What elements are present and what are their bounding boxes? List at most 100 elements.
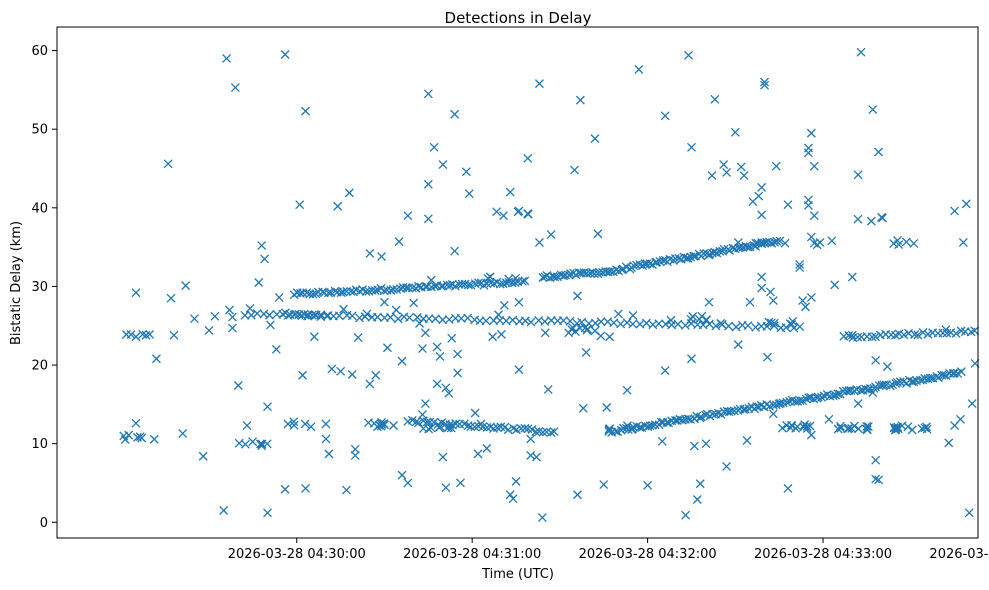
data-point — [704, 250, 714, 260]
data-point — [787, 421, 797, 431]
data-point — [871, 474, 881, 484]
data-point — [257, 441, 267, 451]
y-tick-label: 20 — [31, 359, 48, 374]
data-point — [599, 480, 609, 490]
data-point — [783, 484, 793, 493]
data-point — [850, 421, 859, 431]
data-point — [719, 244, 729, 254]
data-point — [438, 315, 448, 325]
data-point — [605, 332, 615, 342]
data-point — [446, 423, 456, 433]
data-point — [806, 232, 816, 242]
data-point — [760, 80, 770, 90]
data-point — [442, 423, 452, 433]
data-point — [386, 312, 395, 322]
data-point — [418, 424, 428, 434]
data-point — [538, 427, 548, 437]
data-point — [660, 366, 670, 376]
data-point — [355, 313, 364, 323]
data-point — [319, 288, 329, 298]
data-point — [713, 408, 723, 418]
data-point — [283, 419, 293, 429]
data-point — [464, 189, 474, 199]
data-point — [242, 421, 252, 431]
data-point — [853, 424, 863, 434]
data-point — [397, 356, 407, 366]
x-tick-label: 2026-03-28 04:33:00 — [754, 547, 892, 562]
data-point — [252, 309, 262, 318]
data-point — [426, 282, 436, 292]
data-point — [397, 470, 407, 480]
data-point — [757, 237, 767, 247]
data-point — [347, 370, 357, 379]
data-point — [509, 423, 518, 433]
data-point — [768, 296, 778, 306]
data-point — [967, 399, 977, 409]
data-point — [657, 436, 667, 446]
data-point — [379, 286, 389, 296]
data-point — [391, 305, 401, 315]
data-point — [404, 313, 414, 323]
data-point — [120, 435, 130, 445]
data-point — [523, 209, 533, 219]
data-point — [289, 417, 299, 427]
data-point — [377, 417, 387, 427]
data-point — [578, 403, 588, 413]
data-point — [415, 318, 425, 328]
data-point — [805, 421, 815, 431]
data-point — [514, 365, 524, 375]
data-point — [795, 259, 805, 269]
data-point — [403, 478, 413, 488]
data-point — [499, 300, 509, 310]
data-point — [885, 381, 895, 391]
data-point — [867, 332, 877, 342]
data-point — [189, 314, 199, 324]
data-point — [866, 216, 876, 226]
data-point — [572, 291, 582, 301]
data-point — [420, 399, 430, 409]
data-point — [901, 237, 911, 247]
data-point — [944, 438, 954, 448]
data-point — [274, 292, 284, 302]
data-point — [757, 283, 767, 293]
data-point — [308, 289, 318, 299]
data-point — [423, 179, 433, 189]
data-point — [673, 319, 683, 329]
data-point — [350, 450, 360, 460]
y-tick-label: 0 — [40, 516, 48, 531]
data-point — [958, 237, 968, 247]
data-point — [611, 426, 621, 436]
data-point — [909, 238, 919, 248]
data-point — [516, 424, 526, 434]
data-point — [456, 478, 465, 488]
data-point — [939, 370, 949, 380]
data-point — [596, 331, 606, 341]
data-point — [198, 451, 208, 461]
data-point — [778, 398, 788, 408]
data-point — [534, 79, 544, 89]
data-point — [888, 380, 898, 390]
data-point — [300, 419, 310, 429]
data-point — [961, 199, 971, 209]
data-point — [339, 304, 348, 314]
data-point — [702, 315, 712, 325]
data-point — [298, 288, 308, 298]
data-point — [133, 432, 142, 442]
data-point — [514, 206, 524, 216]
data-point — [499, 211, 508, 221]
data-point — [470, 408, 480, 418]
data-point — [689, 251, 699, 261]
data-point — [964, 508, 974, 518]
data-point — [729, 406, 739, 416]
data-point — [701, 439, 711, 449]
data-point — [518, 276, 527, 286]
data-point — [666, 315, 676, 325]
data-point — [362, 309, 372, 319]
data-point — [334, 311, 344, 321]
data-point — [917, 424, 927, 434]
data-point — [353, 333, 363, 342]
x-tick-label: 2026-03-28 04:30:00 — [228, 547, 366, 562]
data-point — [520, 423, 530, 433]
data-point — [327, 364, 337, 374]
